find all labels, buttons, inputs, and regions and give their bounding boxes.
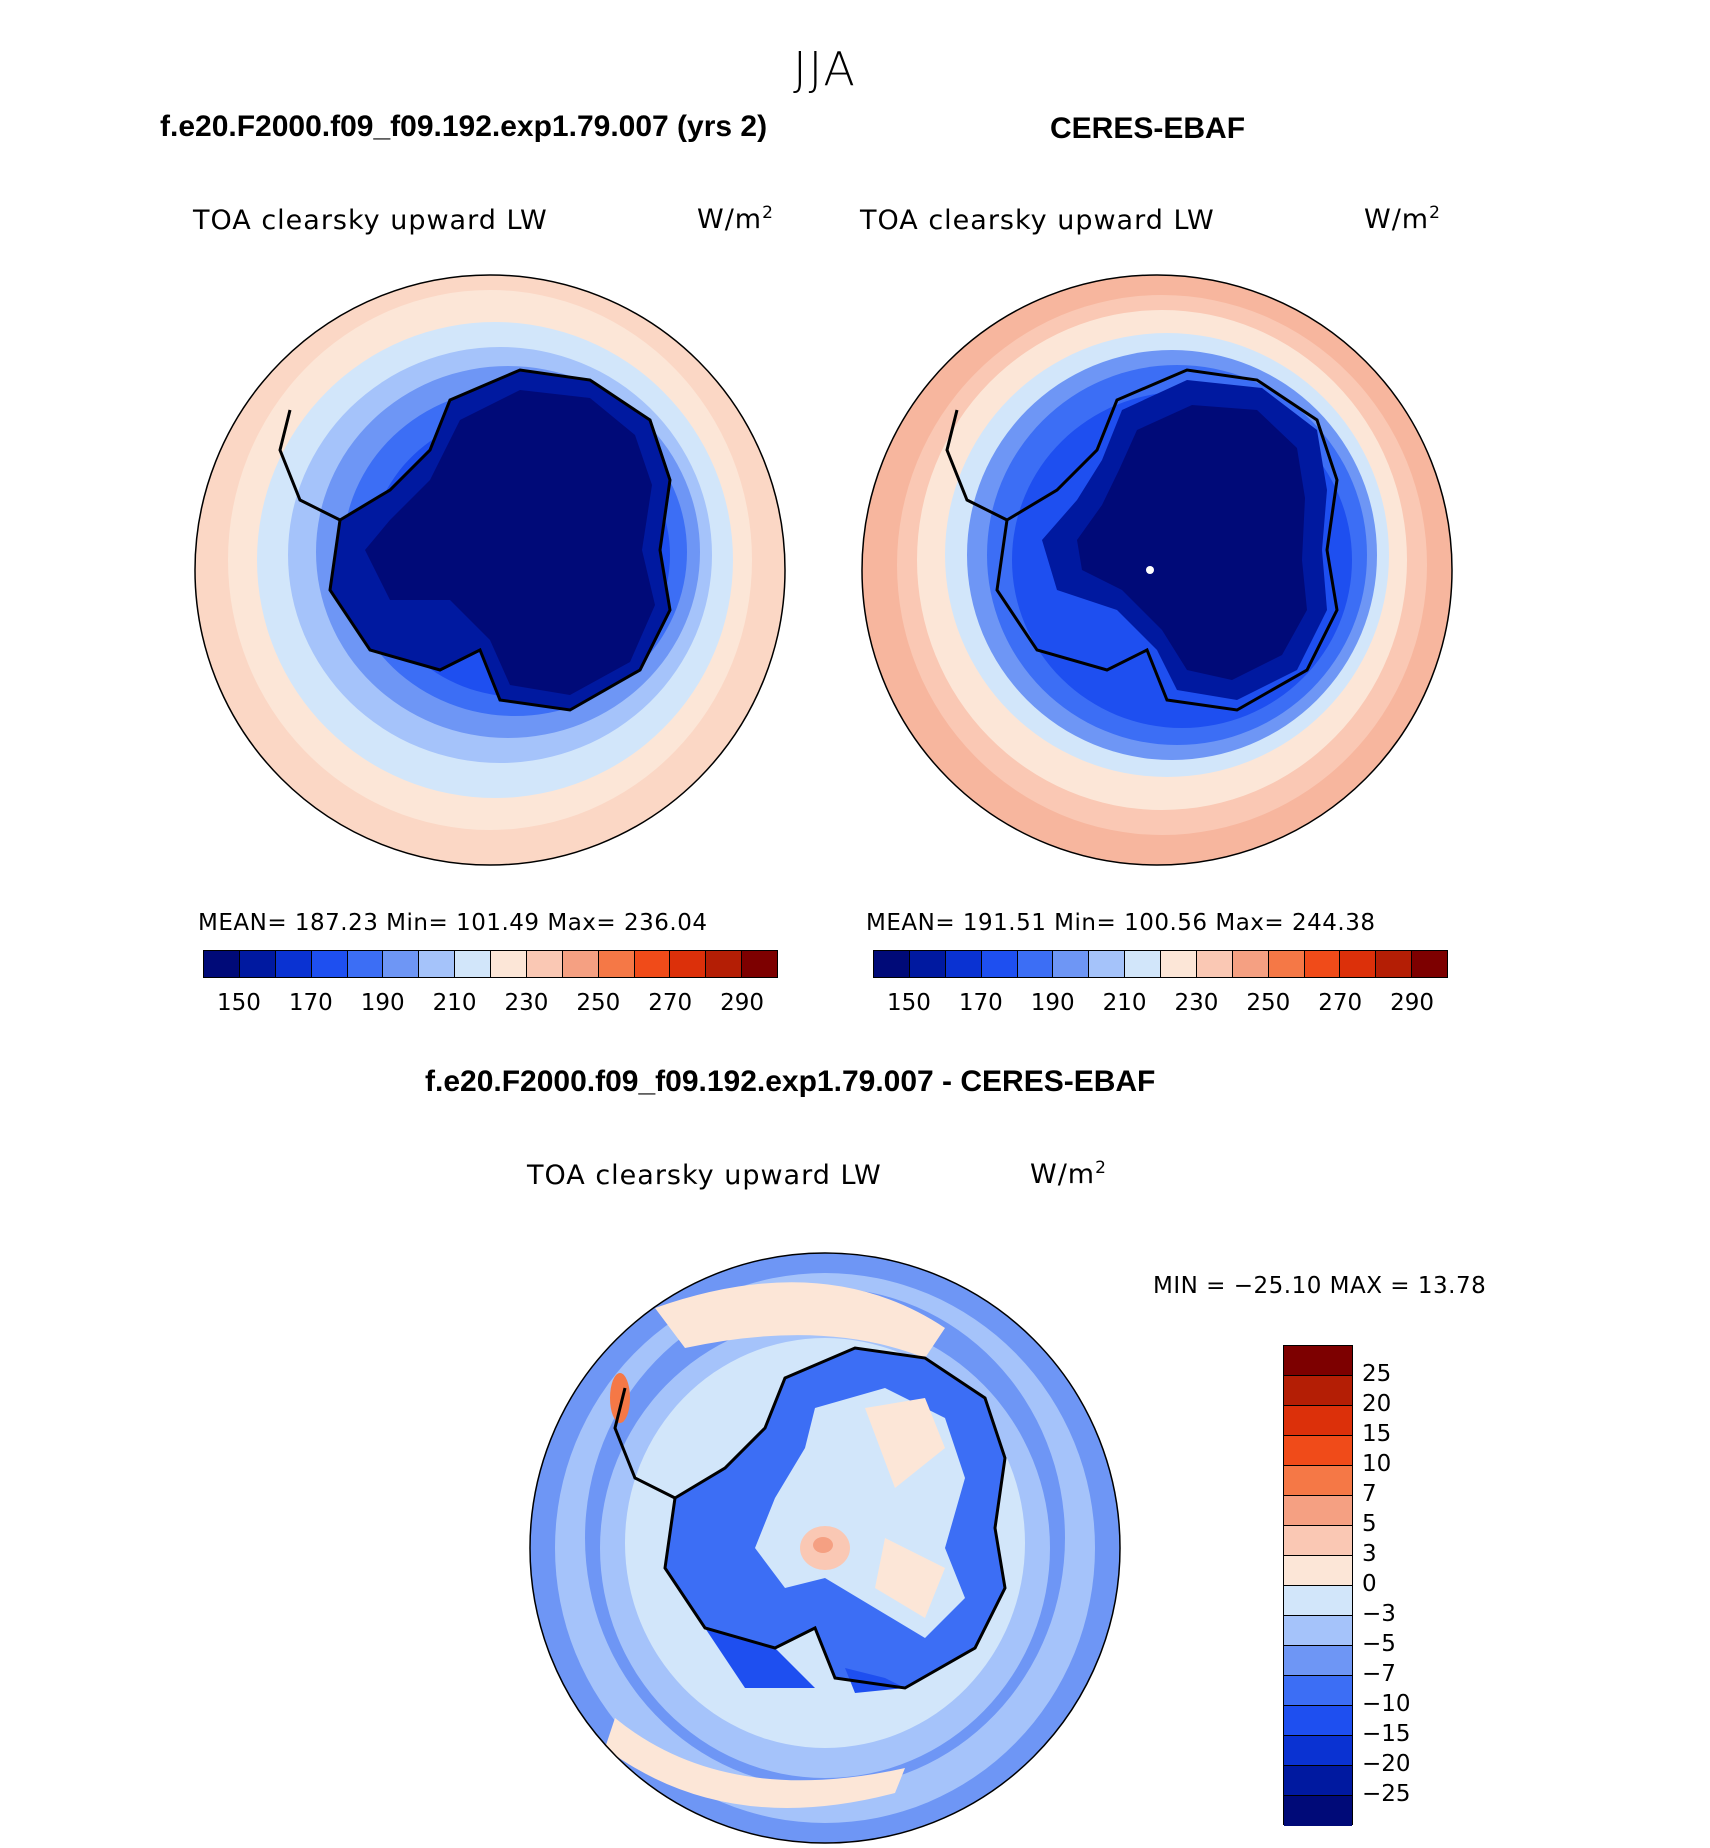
colorbar-tick-label: −3 [1362, 1601, 1396, 1627]
panel2-map [861, 274, 1453, 866]
colorbar-swatch [1284, 1736, 1352, 1766]
colorbar-tick-label: 250 [576, 990, 621, 1016]
colorbar-swatch [1284, 1616, 1352, 1646]
colorbar-swatch [1284, 1466, 1352, 1496]
colorbar-swatch [1284, 1706, 1352, 1736]
colorbar-swatch [1161, 951, 1197, 977]
colorbar-swatch [1284, 1406, 1352, 1436]
panel2-units: W/m2 [1364, 203, 1441, 235]
colorbar-tick-label: 5 [1362, 1511, 1377, 1537]
colorbar-tick-label: 190 [1030, 990, 1075, 1016]
colorbar-swatch [706, 951, 743, 977]
colorbar-tick-label: 210 [432, 990, 477, 1016]
colorbar-swatch [1284, 1586, 1352, 1616]
colorbar-tick-label: −7 [1362, 1661, 1396, 1687]
panel3-stats: MIN = −25.10 MAX = 13.78 [1153, 1273, 1487, 1299]
colorbar-tick-label: 3 [1362, 1541, 1377, 1567]
season-title: JJA [793, 42, 857, 96]
colorbar-tick-label: −15 [1362, 1721, 1411, 1747]
colorbar-tick-label: −25 [1362, 1781, 1411, 1807]
colorbar-tick-label: 210 [1102, 990, 1147, 1016]
colorbar-swatch [874, 951, 910, 977]
panel1-colorbar [203, 950, 778, 978]
colorbar-tick-label: 15 [1362, 1421, 1392, 1447]
panel2-variable: TOA clearsky upward LW [860, 205, 1215, 236]
colorbar-tick-label: 170 [958, 990, 1003, 1016]
colorbar-swatch [347, 951, 384, 977]
panel2-title: CERES-EBAF [1050, 112, 1246, 145]
colorbar-tick-label: 290 [720, 990, 765, 1016]
colorbar-swatch [1017, 951, 1054, 977]
colorbar-tick-label: 0 [1362, 1571, 1377, 1597]
colorbar-tick-label: 150 [886, 990, 931, 1016]
colorbar-swatch [1284, 1346, 1352, 1376]
colorbar-swatch [1284, 1376, 1352, 1406]
colorbar-tick-label: −10 [1362, 1691, 1411, 1717]
panel2-stats: MEAN= 191.51 Min= 100.56 Max= 244.38 [866, 910, 1376, 936]
colorbar-swatch [1089, 951, 1126, 977]
colorbar-swatch [598, 951, 635, 977]
colorbar-swatch [945, 951, 982, 977]
colorbar-tick-label: 250 [1246, 990, 1291, 1016]
colorbar-swatch [562, 951, 599, 977]
colorbar-tick-label: −20 [1362, 1751, 1411, 1777]
colorbar-tick-label: 190 [360, 990, 405, 1016]
colorbar-tick-label: 230 [504, 990, 549, 1016]
panel1-units: W/m2 [697, 203, 774, 235]
colorbar-tick-label: 290 [1390, 990, 1435, 1016]
colorbar-tick-label: 150 [216, 990, 261, 1016]
panel3-title: f.e20.F2000.f09_f09.192.exp1.79.007 - CE… [425, 1065, 1156, 1098]
colorbar-tick-label: 230 [1174, 990, 1219, 1016]
diff-colorbar [1283, 1345, 1353, 1826]
colorbar-swatch [634, 951, 671, 977]
colorbar-tick-label: 25 [1362, 1361, 1392, 1387]
colorbar-tick-label: −5 [1362, 1631, 1396, 1657]
panel1-map [194, 274, 786, 866]
colorbar-swatch [1284, 1556, 1352, 1586]
panel1-stats: MEAN= 187.23 Min= 101.49 Max= 236.04 [198, 910, 708, 936]
panel1-variable: TOA clearsky upward LW [193, 205, 548, 236]
colorbar-swatch [981, 951, 1018, 977]
colorbar-swatch [1376, 951, 1413, 977]
colorbar-swatch [1284, 1496, 1352, 1526]
colorbar-swatch [1125, 951, 1161, 977]
colorbar-swatch [1284, 1766, 1352, 1796]
panel1-title: f.e20.F2000.f09_f09.192.exp1.79.007 (yrs… [160, 110, 768, 143]
colorbar-swatch [204, 951, 240, 977]
colorbar-swatch [1284, 1796, 1352, 1826]
colorbar-tick-label: 170 [288, 990, 333, 1016]
colorbar-tick-label: 7 [1362, 1481, 1377, 1507]
colorbar-swatch [909, 951, 946, 977]
colorbar-swatch [1284, 1436, 1352, 1466]
colorbar-swatch [455, 951, 491, 977]
panel3-units: W/m2 [1030, 1158, 1107, 1190]
colorbar-tick-label: 270 [1318, 990, 1363, 1016]
colorbar-swatch [1284, 1676, 1352, 1706]
colorbar-swatch [491, 951, 527, 977]
colorbar-swatch [1304, 951, 1341, 977]
colorbar-swatch [1412, 951, 1447, 977]
colorbar-swatch [1232, 951, 1269, 977]
colorbar-tick-label: 20 [1362, 1391, 1392, 1417]
colorbar-swatch [1284, 1526, 1352, 1556]
colorbar-tick-label: 10 [1362, 1451, 1392, 1477]
colorbar-swatch [311, 951, 348, 977]
colorbar-swatch [1340, 951, 1377, 977]
colorbar-swatch [1268, 951, 1305, 977]
panel3-variable: TOA clearsky upward LW [527, 1160, 882, 1191]
colorbar-swatch [275, 951, 312, 977]
panel3-map [529, 1252, 1121, 1844]
colorbar-swatch [1284, 1646, 1352, 1676]
colorbar-swatch [526, 951, 563, 977]
colorbar-swatch [1196, 951, 1233, 977]
colorbar-swatch [742, 951, 777, 977]
colorbar-swatch [419, 951, 456, 977]
colorbar-swatch [1053, 951, 1090, 977]
panel2-colorbar [873, 950, 1448, 978]
colorbar-swatch [383, 951, 420, 977]
colorbar-swatch [670, 951, 707, 977]
colorbar-tick-label: 270 [648, 990, 693, 1016]
colorbar-swatch [239, 951, 276, 977]
